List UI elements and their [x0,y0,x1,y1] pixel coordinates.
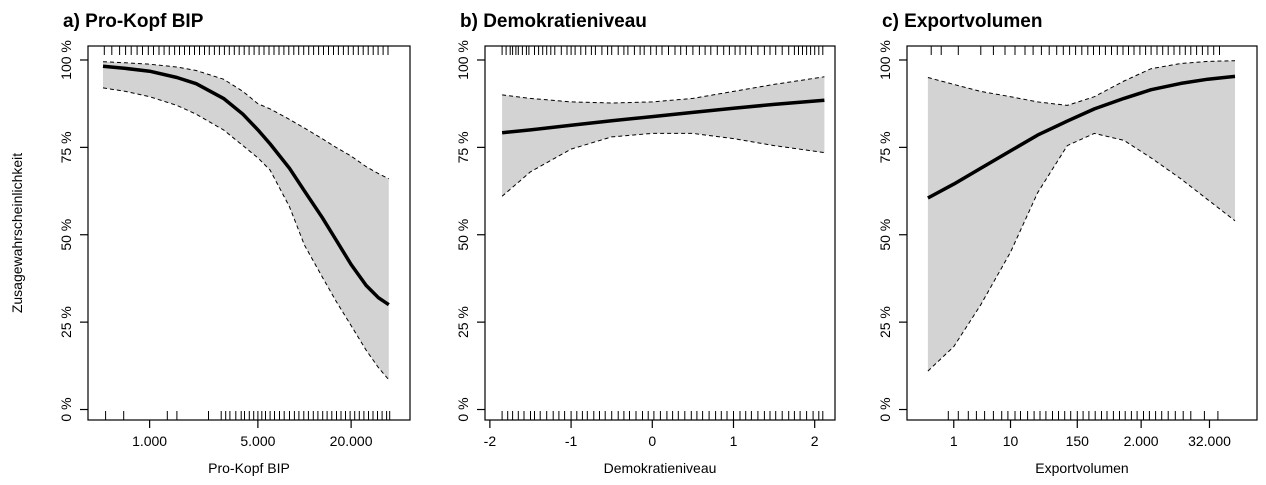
y-tick-label: 50 % [877,219,893,251]
estimate-line [927,74,1236,200]
x-tick-label: 0 [648,433,656,449]
y-tick-label: 75 % [58,131,74,163]
y-tick-label: 0 % [455,397,471,421]
upper-bound-line [102,61,390,180]
y-tick-label: 100 % [455,40,471,80]
y-tick-label: 0 % [58,397,74,421]
x-axis-label: Pro-Kopf BIP [208,460,290,476]
x-tick-label: 150 [1066,433,1090,449]
y-tick-label: 50 % [58,219,74,251]
upper-bound-line [927,60,1236,106]
panel-title: c) Exportvolumen [882,11,1042,32]
confidence-band [103,61,389,380]
lower-bound-line [501,132,825,197]
x-tick-label: -2 [484,433,497,449]
y-tick-label: 0 % [877,397,893,421]
x-tick-label: 32.000 [1188,433,1231,449]
estimate-line [102,64,390,307]
x-tick-label: 2.000 [1124,433,1159,449]
x-tick-label: 20.000 [330,433,373,449]
x-tick-label: 10 [1003,433,1019,449]
x-tick-label: 5.000 [240,433,275,449]
x-tick-label: 1.000 [132,433,167,449]
y-tick-label: 25 % [58,306,74,338]
panel-title: b) Demokratieniveau [460,11,647,32]
y-tick-label: 25 % [455,306,471,338]
x-tick-label: 1 [950,433,958,449]
upper-bound-line [502,76,825,104]
x-tick-label: 1 [730,433,738,449]
x-axis-label: Exportvolumen [1035,460,1128,476]
lower-bound-line [927,132,1236,372]
y-tick-label: 50 % [455,219,471,251]
confidence-band [927,60,1235,372]
y-tick-label: 100 % [58,40,74,80]
x-tick-label: -1 [565,433,578,449]
y-tick-label: 75 % [877,131,893,163]
y-tick-label: 100 % [877,40,893,80]
y-tick-label: 75 % [455,131,471,163]
y-tick-label: 25 % [877,306,893,338]
lower-bound-line [102,87,390,381]
chart-panel-3: 0 % 25 % 50 % 75 % 100 % 1 10 150 2.000 32.000 Exp… [877,11,1258,476]
x-tick-label: 2 [811,433,819,449]
x-axis-label: Demokratieniveau [604,460,717,476]
confidence-band [502,76,825,197]
estimate-line [501,98,825,135]
y-axis-label: Zusagewahrscheinlichkeit [9,153,25,313]
chart-panel-2: 0 % 25 % 50 % 75 % 100 % -2 -1 0 1 2 Demokratieniv… [455,11,836,476]
panel-title: a) Pro-Kopf BIP [63,11,204,32]
chart-panel-1: 0 % 25 % 50 % 75 % 100 % 1.000 5.000 20.000 Pro-… [58,11,411,476]
